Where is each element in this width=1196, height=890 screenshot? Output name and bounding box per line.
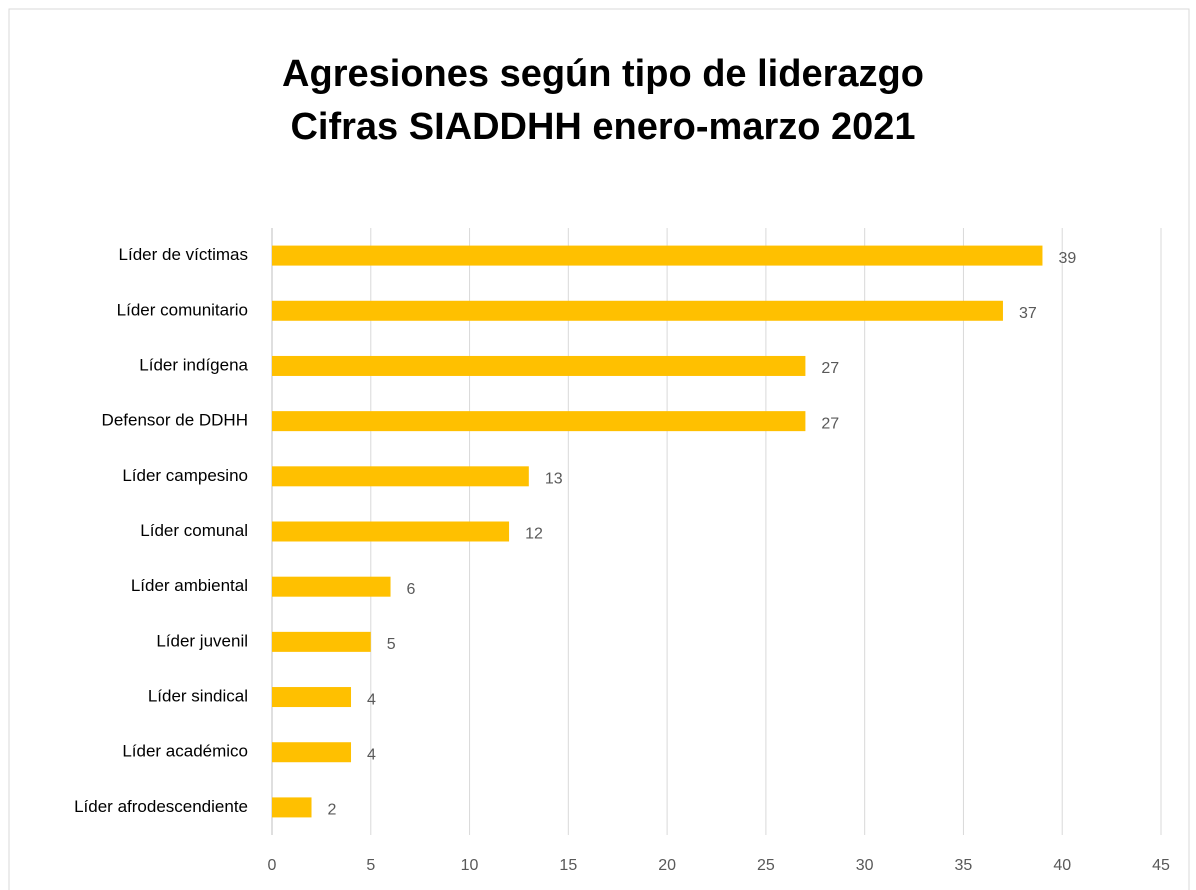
y-tick-label: Líder indígena	[139, 355, 248, 374]
bar	[272, 687, 352, 708]
bar	[272, 300, 1003, 321]
value-label: 27	[821, 415, 839, 432]
y-tick-label: Defensor de DDHH	[102, 411, 248, 430]
y-tick-label: Líder juvenil	[156, 631, 248, 650]
chart-border	[8, 8, 1190, 890]
y-tick-label: Líder comunitario	[117, 300, 248, 319]
chart-title: Agresiones según tipo de liderazgo	[282, 53, 924, 95]
x-tick-label: 10	[461, 857, 479, 874]
bar	[272, 466, 529, 487]
value-label: 12	[525, 526, 543, 543]
y-tick-label: Líder ambiental	[131, 576, 248, 595]
value-label: 2	[328, 802, 337, 819]
bar	[272, 355, 806, 376]
value-label: 4	[367, 746, 376, 763]
value-label: 6	[407, 581, 416, 598]
value-label: 39	[1058, 250, 1076, 267]
bar	[272, 245, 1043, 266]
y-tick-label: Líder de víctimas	[119, 245, 248, 264]
bar	[272, 521, 510, 542]
x-tick-label: 45	[1152, 857, 1170, 874]
x-tick-label: 30	[856, 857, 874, 874]
chart-subtitle: Cifras SIADDHH enero-marzo 2021	[290, 106, 915, 148]
value-label: 37	[1019, 305, 1037, 322]
value-label: 27	[821, 360, 839, 377]
x-tick-label: 15	[559, 857, 577, 874]
bar	[272, 576, 391, 597]
y-tick-label: Líder sindical	[148, 687, 248, 706]
y-tick-label: Líder académico	[122, 742, 248, 761]
value-label: 13	[545, 471, 563, 488]
y-tick-label: Líder afrodescendiente	[74, 797, 248, 816]
x-tick-label: 40	[1053, 857, 1071, 874]
x-tick-label: 20	[658, 857, 676, 874]
x-tick-label: 0	[268, 857, 277, 874]
y-tick-label: Líder campesino	[122, 466, 248, 485]
bar	[272, 631, 371, 652]
x-tick-label: 25	[757, 857, 775, 874]
bar	[272, 742, 352, 763]
y-tick-label: Líder comunal	[140, 521, 248, 540]
x-tick-label: 5	[366, 857, 375, 874]
bar	[272, 797, 312, 818]
value-label: 4	[367, 691, 376, 708]
x-tick-label: 35	[955, 857, 973, 874]
value-label: 5	[387, 636, 396, 653]
bar	[272, 411, 806, 432]
